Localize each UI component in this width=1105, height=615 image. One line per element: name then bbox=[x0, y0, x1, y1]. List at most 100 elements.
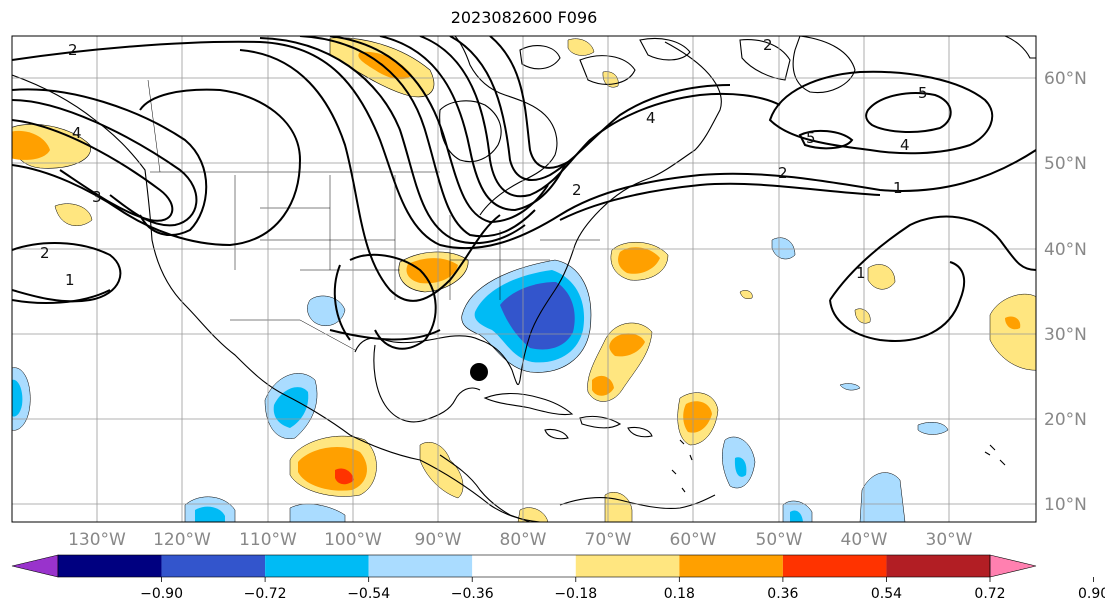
shade-pos-light bbox=[989, 293, 1036, 371]
lon-tick-label: 120°W bbox=[153, 530, 211, 550]
colorbar-tick-label: 0.18 bbox=[664, 586, 695, 602]
map-title: 2023082600 F096 bbox=[450, 8, 598, 27]
latitude-labels: 60°N 50°N 40°N 30°N 20°N 10°N bbox=[1044, 69, 1087, 515]
lon-tick-label: 80°W bbox=[500, 530, 547, 550]
shade-pos-strong bbox=[335, 468, 354, 485]
shade-pos-light bbox=[854, 308, 871, 324]
contour-label: 5 bbox=[918, 84, 928, 102]
colorbar-tick-label: 0.36 bbox=[767, 586, 798, 602]
shade-pos-mid bbox=[12, 131, 50, 160]
colorbar-tick-label: −0.18 bbox=[554, 586, 597, 602]
colorbar-tick-label: −0.36 bbox=[451, 586, 494, 602]
shade-neg-mid bbox=[790, 510, 803, 522]
lat-tick-label: 20°N bbox=[1044, 410, 1087, 430]
lon-tick-label: 70°W bbox=[585, 530, 632, 550]
shade-pos-light bbox=[867, 264, 896, 290]
colorbar-segment bbox=[472, 555, 576, 577]
shade-neg-mid bbox=[12, 379, 23, 417]
contour-line bbox=[329, 36, 549, 224]
shade-pos-mid bbox=[592, 375, 614, 396]
contour-layer bbox=[12, 36, 1036, 350]
lat-tick-label: 40°N bbox=[1044, 240, 1087, 260]
shade-pos-light bbox=[419, 442, 464, 499]
colorbar bbox=[11, 554, 1037, 578]
contour-label: 3 bbox=[92, 188, 102, 206]
contour-line bbox=[299, 36, 536, 238]
lat-tick-label: 30°N bbox=[1044, 325, 1087, 345]
lon-tick-label: 50°W bbox=[756, 530, 803, 550]
contour-label: 5 bbox=[806, 129, 816, 147]
shade-neg-strong bbox=[500, 282, 575, 350]
contour-line bbox=[12, 242, 122, 303]
contour-line bbox=[449, 36, 731, 181]
contour-line bbox=[239, 49, 501, 302]
contour-line bbox=[798, 129, 854, 150]
coastline-layer bbox=[12, 36, 1036, 522]
contour-line bbox=[829, 215, 1036, 342]
contour-line bbox=[12, 40, 1036, 250]
shade-pos-mid bbox=[618, 247, 660, 274]
shade-neg-light bbox=[771, 237, 796, 260]
shade-neg-mid bbox=[195, 506, 225, 522]
contour-line bbox=[489, 36, 569, 169]
contour-line bbox=[379, 36, 566, 212]
colorbar-segment bbox=[575, 555, 680, 577]
lat-tick-label: 60°N bbox=[1044, 69, 1087, 89]
lon-tick-label: 100°W bbox=[324, 530, 382, 550]
shade-pos-mid bbox=[406, 258, 458, 284]
coastline bbox=[984, 444, 1006, 466]
coastline bbox=[627, 426, 653, 438]
colorbar-segment bbox=[265, 555, 369, 577]
border-line bbox=[147, 79, 161, 173]
contour-line bbox=[12, 289, 111, 304]
colorbar-segment bbox=[679, 555, 783, 577]
contour-label: 1 bbox=[893, 179, 903, 197]
contour-label: 4 bbox=[646, 109, 656, 127]
colorbar-extend-min bbox=[11, 554, 59, 578]
coastline bbox=[544, 428, 569, 440]
coastline bbox=[599, 41, 722, 211]
contour-line bbox=[419, 36, 781, 198]
colorbar-tick-label: −0.72 bbox=[244, 586, 287, 602]
coastline bbox=[639, 37, 691, 61]
colorbar-segment bbox=[782, 555, 887, 577]
lon-tick-label: 130°W bbox=[68, 530, 126, 550]
lon-tick-label: 60°W bbox=[670, 530, 717, 550]
contour-label: 2 bbox=[40, 244, 50, 262]
colorbar-outline bbox=[57, 554, 991, 578]
lat-tick-label: 50°N bbox=[1044, 154, 1087, 174]
coastline bbox=[454, 36, 558, 216]
shade-neg-mid bbox=[734, 457, 747, 477]
shade-pos-mid bbox=[609, 333, 645, 357]
colorbar-tick-label: −0.54 bbox=[347, 586, 390, 602]
coastline bbox=[354, 209, 601, 385]
lon-tick-label: 110°W bbox=[239, 530, 297, 550]
contour-line bbox=[768, 70, 994, 155]
contour-label: 2 bbox=[763, 36, 773, 54]
coastline bbox=[579, 415, 622, 429]
coastline bbox=[792, 36, 856, 94]
shade-neg-light bbox=[917, 422, 949, 435]
gridlines bbox=[12, 36, 1036, 522]
colorbar-tick-label: 0.54 bbox=[871, 586, 902, 602]
colorbar-ticks: −0.90 −0.72 −0.54 −0.36 −0.18 0.18 0.36 0.54 0.7… bbox=[140, 577, 1105, 602]
shade-pos-light bbox=[604, 492, 633, 522]
contour-label: 4 bbox=[900, 136, 910, 154]
lon-tick-label: 30°W bbox=[926, 530, 973, 550]
coastline bbox=[439, 454, 531, 522]
colorbar-segment bbox=[161, 555, 266, 577]
contour-label: 2 bbox=[572, 181, 582, 199]
shade-neg-light bbox=[839, 383, 861, 391]
coastline bbox=[671, 439, 693, 493]
coastline bbox=[439, 100, 502, 163]
shade-pos-light bbox=[517, 507, 549, 522]
colorbar-tick-label: 0.72 bbox=[974, 586, 1005, 602]
contour-label: 2 bbox=[68, 41, 78, 59]
border-line bbox=[230, 319, 356, 351]
shading-layer bbox=[12, 37, 1036, 522]
contour-line bbox=[12, 88, 302, 247]
shade-pos-light bbox=[739, 290, 753, 299]
shade-pos-mid bbox=[1005, 316, 1021, 330]
coastline bbox=[483, 392, 574, 416]
colorbar-segment bbox=[886, 555, 990, 577]
